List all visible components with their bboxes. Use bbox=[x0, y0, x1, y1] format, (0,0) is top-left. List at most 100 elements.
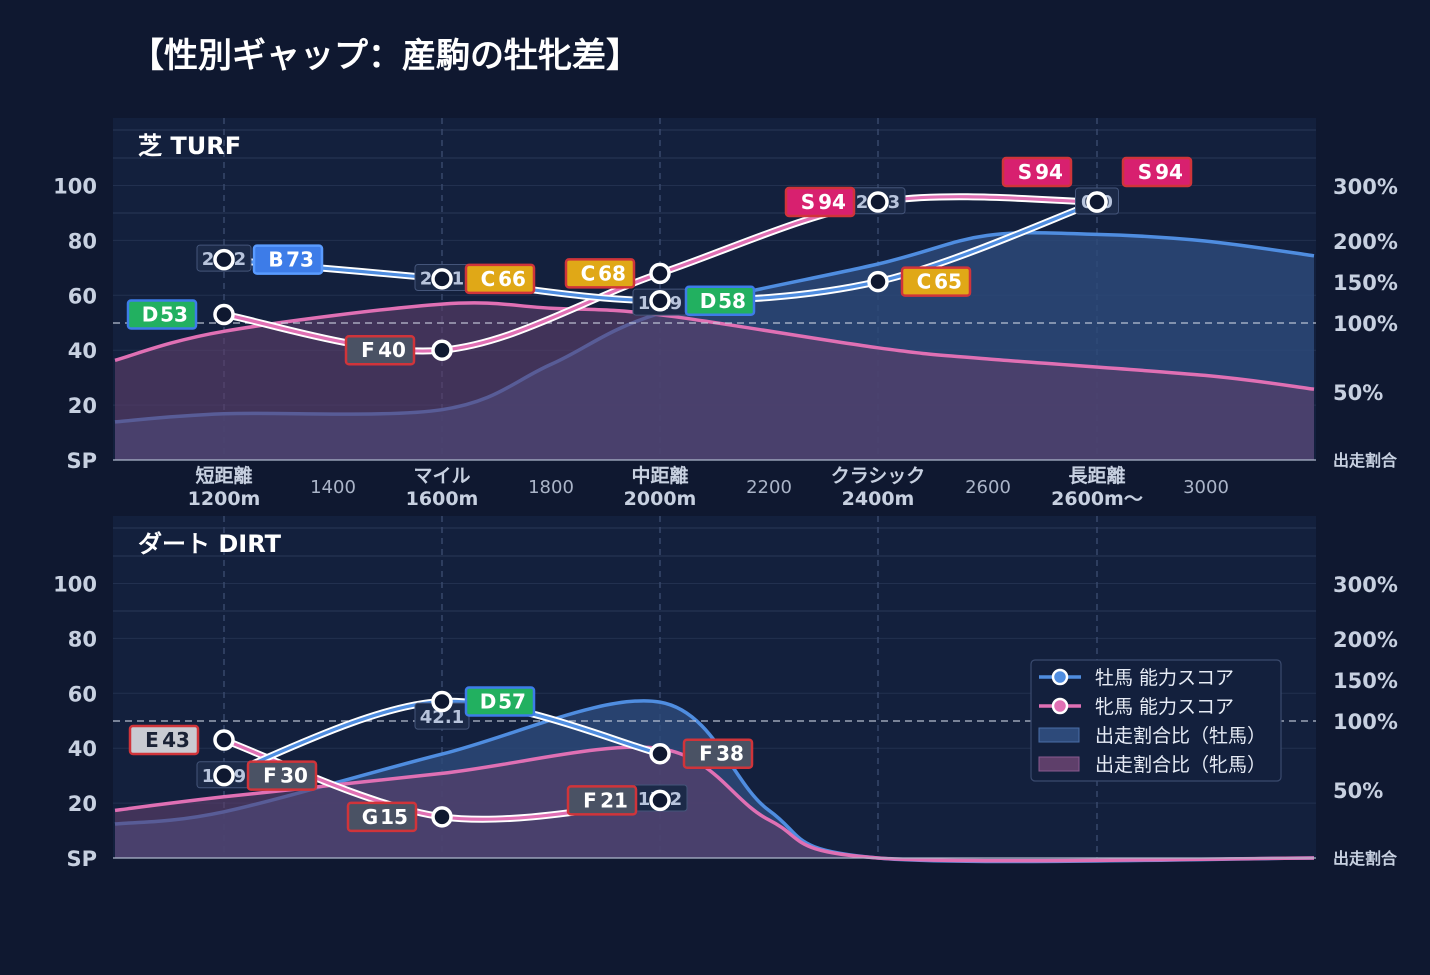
male-score-point bbox=[867, 270, 889, 293]
y-tick-right: 出走割合 bbox=[1333, 849, 1398, 868]
y-tick-left: 80 bbox=[68, 229, 97, 253]
male-grade-badge: C 65 bbox=[900, 266, 972, 297]
x-category-distance: 2600m〜 bbox=[1051, 488, 1143, 510]
legend-label: 出走割合比（牝馬） bbox=[1095, 754, 1266, 776]
grade-score: 40 bbox=[378, 338, 406, 362]
y-tick-right: 300% bbox=[1333, 175, 1398, 199]
y-tick-right: 出走割合 bbox=[1333, 451, 1398, 470]
female-score-point bbox=[431, 806, 453, 828]
grade-score: 57 bbox=[498, 690, 526, 714]
grade-score: 65 bbox=[934, 270, 962, 294]
y-tick-right: 100% bbox=[1333, 312, 1398, 336]
panel-1: ダート DIRT SP 20 40 60 80 100 出走割合 50% 100% 150% 200%… bbox=[53, 516, 1398, 871]
grade-letter: G bbox=[362, 805, 378, 829]
x-category-distance: 1200m bbox=[188, 488, 261, 510]
male-grade-badge: F 30 bbox=[246, 760, 318, 791]
female-score-point bbox=[213, 729, 235, 751]
grade-badge-bg bbox=[1001, 156, 1073, 188]
y-tick-left: 100 bbox=[53, 573, 97, 597]
male-grade-badge: S 94 bbox=[1121, 156, 1193, 188]
y-tick-left: SP bbox=[66, 847, 97, 871]
legend-label: 牡馬 能力スコア bbox=[1095, 667, 1234, 689]
legend-marker-swatch bbox=[1051, 697, 1069, 715]
grade-letter: C bbox=[917, 270, 932, 294]
grade-badge-bg bbox=[126, 299, 198, 330]
female-grade-badge: S 94 bbox=[1001, 156, 1073, 188]
female-score-point bbox=[213, 303, 235, 326]
y-tick-left: 20 bbox=[68, 394, 97, 418]
panel-title: 芝 TURF bbox=[138, 132, 241, 160]
grade-badge-bg bbox=[464, 686, 536, 717]
legend-box bbox=[1030, 659, 1282, 782]
y-tick-left: 20 bbox=[68, 792, 97, 816]
panel-0: 芝 TURF SP 20 40 60 80 100 出走割合 50% 100% 150% 200% 30… bbox=[53, 118, 1398, 510]
female-grade-badge: D 53 bbox=[126, 299, 198, 330]
y-tick-left: 80 bbox=[68, 627, 97, 651]
x-minor-tick: 2200 bbox=[746, 477, 792, 498]
male-grade-badge: D 57 bbox=[464, 686, 536, 717]
male-score-point bbox=[213, 764, 235, 787]
x-category-distance: 2000m bbox=[624, 488, 697, 510]
grade-score: 94 bbox=[1035, 160, 1063, 184]
y-tick-left: 40 bbox=[68, 737, 97, 761]
male-score-point bbox=[431, 690, 453, 713]
grade-badge-bg bbox=[682, 738, 754, 769]
legend-label: 出走割合比（牡馬） bbox=[1095, 725, 1266, 747]
grade-badge-bg bbox=[684, 285, 756, 317]
y-tick-right: 300% bbox=[1333, 573, 1398, 597]
legend-marker-swatch bbox=[1051, 668, 1069, 686]
legend-label: 牝馬 能力スコア bbox=[1095, 696, 1234, 718]
female-grade-badge: C 68 bbox=[564, 258, 636, 289]
female-grade-badge: S 94 bbox=[784, 186, 856, 218]
gap-label: 42.1 bbox=[420, 707, 464, 728]
male-grade-badge: C 66 bbox=[464, 263, 536, 295]
female-grade-badge: F 21 bbox=[566, 785, 638, 816]
y-tick-left: 60 bbox=[68, 284, 97, 308]
grade-score: 73 bbox=[286, 248, 314, 272]
female-score-point bbox=[867, 191, 889, 213]
grade-letter: C bbox=[481, 267, 496, 291]
female-grade-badge: G 15 bbox=[346, 801, 418, 833]
legend-item-male-score: 牡馬 能力スコア bbox=[1039, 667, 1234, 689]
grade-badge-bg bbox=[346, 801, 418, 833]
y-tick-left: SP bbox=[66, 449, 97, 473]
grade-letter: F bbox=[699, 742, 713, 766]
grade-score: 21 bbox=[600, 788, 628, 812]
y-tick-right: 150% bbox=[1333, 271, 1398, 295]
male-score-point bbox=[649, 290, 671, 312]
male-grade-badge: B 73 bbox=[252, 244, 324, 275]
grade-badge-bg bbox=[246, 760, 318, 791]
grade-letter: C bbox=[581, 261, 596, 285]
x-minor-tick: 1400 bbox=[310, 477, 356, 498]
chart-panels: 芝 TURF SP 20 40 60 80 100 出走割合 50% 100% 150% 200% 30… bbox=[53, 118, 1398, 871]
grade-badge-bg bbox=[464, 263, 536, 295]
grade-letter: D bbox=[142, 303, 159, 327]
legend-item-female-score: 牝馬 能力スコア bbox=[1039, 696, 1234, 718]
grade-letter: E bbox=[145, 728, 159, 752]
grade-letter: F bbox=[361, 338, 375, 362]
panel-title: ダート DIRT bbox=[138, 530, 282, 558]
y-tick-right: 100% bbox=[1333, 710, 1398, 734]
y-tick-right: 200% bbox=[1333, 230, 1398, 254]
grade-score: 94 bbox=[1155, 160, 1183, 184]
grade-score: 15 bbox=[380, 805, 408, 829]
male-grade-badge: F 38 bbox=[682, 738, 754, 769]
grade-badge-bg bbox=[784, 186, 856, 218]
grade-score: 30 bbox=[280, 764, 308, 788]
female-score-point bbox=[431, 339, 453, 361]
x-minor-tick: 1800 bbox=[528, 477, 574, 498]
male-score-point bbox=[213, 248, 235, 271]
grade-score: 94 bbox=[818, 190, 846, 214]
female-grade-badge: E 43 bbox=[128, 724, 200, 756]
grade-badge-bg bbox=[900, 266, 972, 297]
x-category-distance: 2400m bbox=[842, 488, 915, 510]
grade-score: 58 bbox=[718, 289, 746, 313]
grade-letter: D bbox=[480, 690, 497, 714]
grade-letter: S bbox=[1138, 160, 1152, 184]
x-minor-tick: 3000 bbox=[1183, 477, 1229, 498]
y-tick-right: 50% bbox=[1333, 779, 1383, 803]
grade-letter: D bbox=[700, 289, 717, 313]
y-tick-right: 200% bbox=[1333, 628, 1398, 652]
